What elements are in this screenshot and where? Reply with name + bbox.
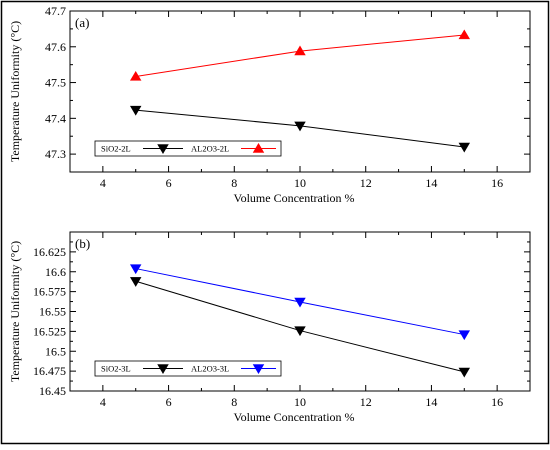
x-tick-label: 10 [294,395,306,409]
x-tick-label: 8 [231,395,237,409]
x-tick-label: 16 [491,176,503,190]
y-tick-label: 16.475 [33,364,66,378]
x-tick-label: 4 [100,176,106,190]
legend-marker [157,144,169,155]
y-tick-label: 47.5 [45,76,66,90]
data-point-SiO2-2L [294,121,306,132]
data-point-SiO2-3L [294,326,306,337]
y-axis-label: Temperature Uniformity (°C) [8,21,22,162]
y-tick-label: 16.45 [39,384,66,398]
x-tick-label: 8 [231,176,237,190]
x-tick-label: 14 [425,176,437,190]
panel-label: (b) [75,236,90,251]
y-tick-label: 47.4 [45,111,66,125]
x-tick-label: 10 [294,176,306,190]
data-point-AL2O3-3L [129,264,142,275]
y-tick-label: 47.7 [45,4,66,18]
y-tick-label: 16.625 [33,245,66,259]
legend: SiO2-2L AL2O3-2L [94,140,282,157]
x-tick-label: 4 [100,395,106,409]
data-point-AL2O3-2L [129,70,142,81]
y-tick-label: 16.525 [33,324,66,338]
x-axis-label: Volume Concentration % [233,191,354,205]
x-axis-label: Volume Concentration % [233,410,354,424]
chart-panel-b: 4 6 8 10 12 14 16 16.45 16.475 16.5 16.525 16.55 16.… [8,231,531,424]
x-tick-label: 12 [360,395,372,409]
legend-marker [252,364,265,375]
legend-marker [252,142,265,153]
data-point-AL2O3-2L [458,29,471,40]
x-tick-label: 6 [166,176,172,190]
legend-marker [157,364,169,375]
data-point-AL2O3-3L [458,330,471,341]
data-point-SiO2-2L [129,105,142,116]
legend-label: SiO2-2L [101,144,131,154]
y-tick-label: 16.55 [39,305,66,319]
legend: SiO2-3L AL2O3-3L [94,360,282,377]
panel-label: (a) [75,15,89,30]
legend-label: AL2O3-3L [191,364,229,374]
legend-box [94,140,282,157]
y-tick-label: 47.6 [45,40,66,54]
series-line-AL2O3-2L [135,34,465,77]
y-tick-label: 16.6 [45,265,66,279]
y-tick-label: 16.575 [33,285,66,299]
legend-label: AL2O3-2L [191,144,229,154]
legend-label: SiO2-3L [101,364,131,374]
x-tick-label: 16 [491,395,503,409]
chart-panel-a: 4 6 8 10 12 14 16 47.3 47.4 47.5 47.6 47.7 Volume Co… [8,4,531,205]
data-point-AL2O3-3L [294,297,306,308]
x-tick-label: 6 [166,395,172,409]
x-tick-label: 12 [360,176,372,190]
x-tick-label: 14 [425,395,437,409]
y-tick-label: 16.5 [45,344,66,358]
data-point-AL2O3-2L [294,45,306,56]
y-tick-label: 47.3 [45,147,66,161]
y-axis-label: Temperature Uniformity (°C) [8,241,22,382]
data-point-SiO2-3L [458,367,471,378]
data-point-SiO2-3L [129,277,142,287]
data-point-SiO2-2L [458,142,471,153]
legend-box [94,360,282,377]
